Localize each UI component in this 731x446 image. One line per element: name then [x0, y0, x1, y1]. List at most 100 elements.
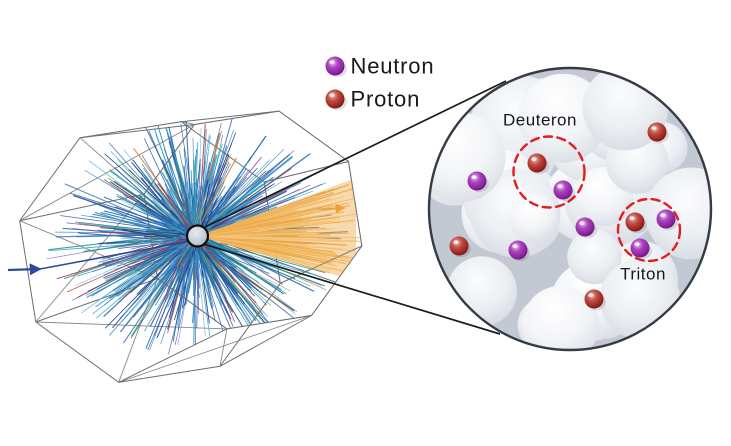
track [154, 183, 217, 262]
spectator-track [209, 232, 319, 237]
nucleon-bubble [645, 167, 710, 260]
neutron-sphere-highlight [471, 175, 477, 180]
track [169, 204, 203, 300]
track [109, 240, 193, 336]
track [196, 249, 233, 333]
neutron-sphere-body [630, 238, 650, 258]
track [173, 150, 189, 222]
proton-sphere-body [625, 212, 645, 232]
neutron-sphere-body [325, 56, 345, 76]
nucleon-bubble [509, 193, 558, 243]
neutron-sphere [656, 209, 678, 231]
neutron-sphere [553, 180, 575, 202]
neutron-sphere [325, 56, 347, 78]
track [203, 247, 239, 306]
neutron-sphere-body [553, 180, 573, 200]
neutron-sphere-highlight [660, 213, 666, 218]
proton-sphere-body [647, 122, 667, 142]
nucleon-bubble [522, 285, 600, 349]
track [198, 148, 285, 234]
track [112, 238, 191, 292]
neutron-sphere-highlight [512, 244, 518, 249]
proton-sphere [325, 89, 347, 111]
nucleon-bubble [446, 256, 517, 327]
track [193, 141, 199, 233]
zoom-line-upper [198, 80, 507, 231]
track [157, 183, 226, 264]
nucleus-outline [427, 66, 713, 352]
track [194, 242, 291, 292]
track [78, 222, 184, 236]
track [156, 199, 218, 339]
track [164, 247, 188, 275]
zoom-line-lower [199, 242, 501, 335]
nucleon-bubble [567, 229, 622, 285]
particle-tracks [46, 118, 349, 355]
triton-annotation-circle [616, 197, 682, 263]
legend-swatches [325, 56, 347, 111]
legend: Neutron Proton [325, 54, 434, 112]
track [120, 168, 189, 233]
proton-sphere-body [584, 289, 604, 309]
track [60, 215, 184, 233]
spectator-cone-tracks [202, 184, 362, 274]
neutron-sphere-body [575, 217, 595, 237]
spectator-track [208, 237, 337, 267]
track [197, 244, 200, 314]
track [183, 148, 192, 223]
deuteron-label: Deuteron [503, 111, 577, 130]
spectator-track [208, 237, 351, 274]
spectator-track [205, 237, 309, 266]
track [205, 190, 314, 233]
neutron-sphere-body [656, 209, 676, 229]
track [99, 227, 194, 236]
track [64, 183, 191, 238]
spectator-track [211, 220, 267, 234]
neutron-sphere [630, 238, 652, 260]
track [198, 135, 211, 230]
spectator-track [207, 235, 358, 242]
proton-sphere-body [527, 153, 547, 173]
spectator-track [204, 236, 334, 252]
track [167, 247, 192, 334]
track [193, 186, 203, 232]
neutron-sphere [467, 171, 489, 193]
spectator-track [208, 198, 332, 234]
track [103, 196, 256, 259]
track [185, 241, 199, 305]
spectator-cone [199, 178, 362, 281]
track [196, 245, 211, 336]
neutron-sphere [508, 240, 530, 262]
spectator-track [214, 211, 274, 232]
track [120, 242, 194, 333]
track [194, 241, 269, 327]
event-display [7, 110, 363, 383]
proton-sphere [625, 212, 647, 234]
collision-zoom-source [185, 224, 210, 248]
track [196, 248, 206, 337]
beam-track [39, 240, 191, 270]
deuteron-annotation-circle [512, 135, 586, 209]
track [119, 199, 187, 235]
neutron-sphere-highlight [329, 60, 335, 65]
neutron-sphere-body [467, 171, 487, 191]
beam-arrow [7, 263, 42, 276]
nucleon-bubbles [430, 69, 710, 349]
track [153, 206, 220, 303]
track [132, 159, 193, 238]
track [171, 151, 194, 231]
track [190, 155, 196, 269]
neutron-sphere-highlight [634, 242, 640, 247]
track [166, 243, 194, 291]
neutron-sphere-highlight [557, 184, 563, 189]
spectator-track [213, 217, 301, 234]
proton-sphere-highlight [531, 157, 537, 162]
proton-sphere-body [449, 236, 469, 256]
proton-sphere-highlight [651, 126, 657, 131]
track [138, 243, 186, 295]
track [103, 210, 179, 230]
cluster-annotations [512, 135, 682, 263]
spectator-track [207, 228, 316, 236]
